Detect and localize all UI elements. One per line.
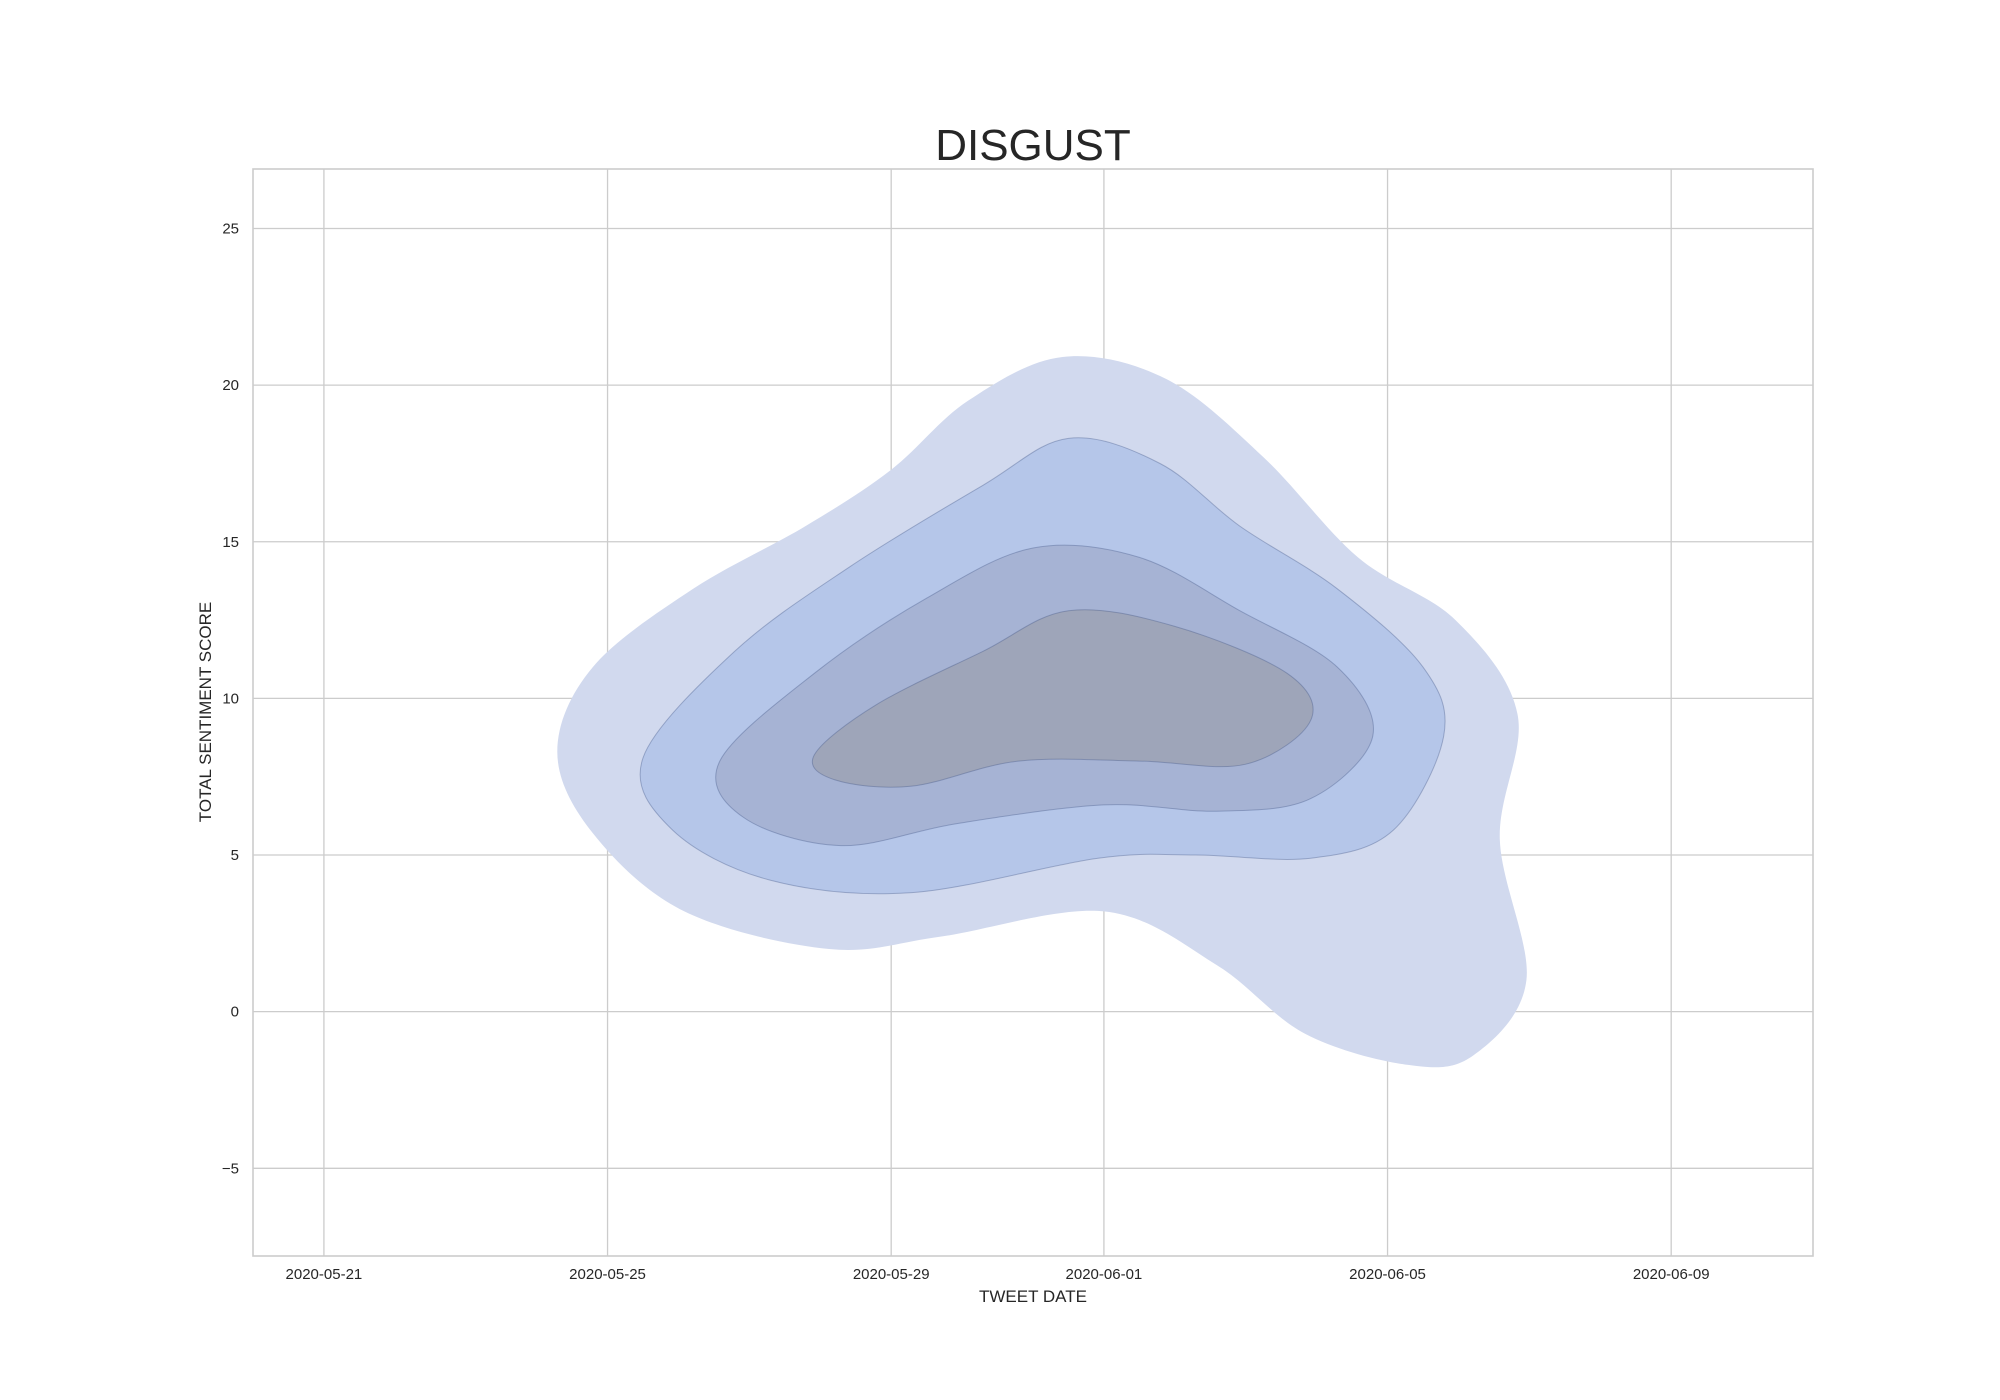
y-tick-label: 15 bbox=[222, 534, 239, 551]
x-tick-labels: 2020-05-21 2020-05-25 2020-05-29 2020-06-01… bbox=[286, 1266, 1710, 1283]
y-tick-label: 5 bbox=[231, 847, 239, 864]
y-axis-label: TOTAL SENTIMENT SCORE bbox=[196, 602, 215, 822]
x-tick-label: 2020-05-29 bbox=[853, 1266, 930, 1283]
density-contours bbox=[557, 356, 1527, 1068]
y-tick-label: 25 bbox=[222, 221, 239, 238]
density-level-4 bbox=[811, 609, 1314, 788]
y-tick-labels: −5 0 5 10 15 20 25 bbox=[222, 221, 239, 1178]
y-tick-label: 20 bbox=[222, 377, 239, 394]
y-tick-label: −5 bbox=[222, 1160, 239, 1177]
chart-title: DISGUST bbox=[935, 121, 1131, 170]
plot-frame bbox=[252, 168, 1814, 1257]
x-tick-label: 2020-06-01 bbox=[1066, 1266, 1143, 1283]
x-tick-label: 2020-05-25 bbox=[569, 1266, 646, 1283]
y-tick-label: 10 bbox=[222, 690, 239, 707]
x-axis-label: TWEET DATE bbox=[979, 1287, 1087, 1306]
x-tick-label: 2020-06-05 bbox=[1349, 1266, 1426, 1283]
x-tick-label: 2020-06-09 bbox=[1633, 1266, 1710, 1283]
x-tick-label: 2020-05-21 bbox=[286, 1266, 363, 1283]
y-tick-label: 0 bbox=[231, 1004, 239, 1021]
